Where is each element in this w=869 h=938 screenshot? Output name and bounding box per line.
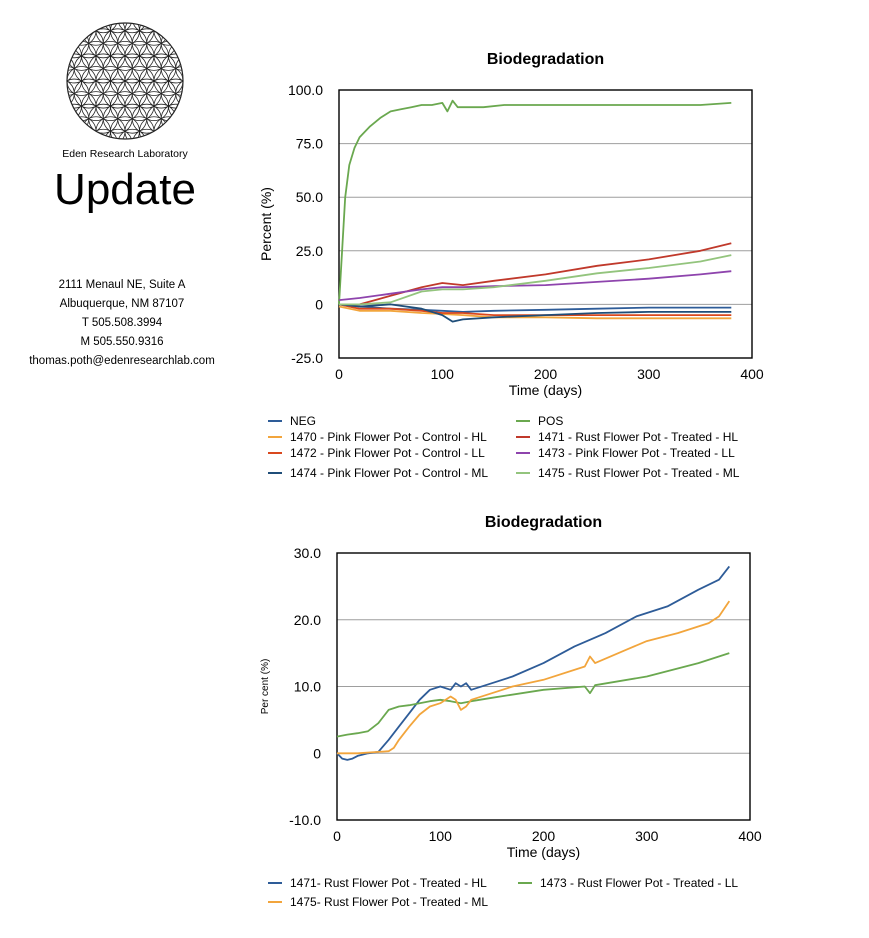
x-tick-label: 400 <box>740 366 764 382</box>
email: thomas.poth@edenresearchlab.com <box>29 355 215 367</box>
series-line-1 <box>338 99 732 305</box>
legend-label: 1471 - Rust Flower Pot - Treated - HL <box>538 430 738 444</box>
chart-title: Biodegradation <box>485 514 602 531</box>
legend-label: NEG <box>290 414 316 428</box>
x-tick-label: 0 <box>333 828 341 844</box>
y-axis-label: Per cent (%) <box>260 659 271 715</box>
y-axis-label: Percent (%) <box>258 187 274 261</box>
y-tick-label: 30.0 <box>294 545 321 561</box>
address-line-1: 2111 Menaul NE, Suite A <box>58 279 186 291</box>
phone-m: M 505.550.9316 <box>80 336 164 348</box>
y-tick-label: 25.0 <box>296 243 323 259</box>
address-line-2: Albuquerque, NM 87107 <box>59 298 185 310</box>
y-tick-label: 20.0 <box>294 612 321 628</box>
chart-title: Biodegradation <box>487 51 604 68</box>
legend-label: 1475- Rust Flower Pot - Treated - ML <box>290 895 488 909</box>
legend-label: 1474 - Pink Flower Pot - Control - ML <box>290 466 488 480</box>
x-tick-label: 100 <box>429 828 453 844</box>
series-line-3 <box>339 242 732 306</box>
legend-label: 1470 - Pink Flower Pot - Control - HL <box>290 430 487 444</box>
legend-label: 1473 - Rust Flower Pot - Treated - LL <box>540 876 738 890</box>
x-tick-label: 300 <box>635 828 659 844</box>
x-axis-label: Time (days) <box>509 382 582 398</box>
series-line-7 <box>339 254 732 306</box>
x-tick-label: 200 <box>534 366 558 382</box>
series-line-1 <box>336 652 730 738</box>
x-tick-label: 100 <box>431 366 455 382</box>
legend-label: 1473 - Pink Flower Pot - Treated - LL <box>538 446 735 460</box>
flower-of-life-logo <box>66 22 184 140</box>
legend-label: 1471- Rust Flower Pot - Treated - HL <box>290 876 487 890</box>
sidebar: Eden Research Laboratory Update 2111 Men… <box>0 0 250 400</box>
legend-label: POS <box>538 414 563 428</box>
y-tick-label: 50.0 <box>296 189 323 205</box>
plot-area-border <box>338 89 753 359</box>
lab-name: Eden Research Laboratory <box>62 148 188 160</box>
series-line-2 <box>337 600 731 755</box>
series-line-0 <box>336 565 731 761</box>
y-tick-label: 100.0 <box>288 82 323 98</box>
biodegradation-chart-all-samples: Biodegradation -25.0 0 25.0 50.0 75.0 100.0 0 10… <box>258 51 764 480</box>
y-tick-label: 0 <box>313 745 321 761</box>
plot-area-border <box>336 552 751 821</box>
y-tick-label: 0 <box>315 296 323 312</box>
series-line-4 <box>338 303 732 317</box>
series-line-5 <box>338 270 732 301</box>
x-axis-label: Time (days) <box>507 844 580 860</box>
legend-label: 1475 - Rust Flower Pot - Treated - ML <box>538 466 740 480</box>
y-tick-label: -25.0 <box>291 350 323 366</box>
legend-label: 1472 - Pink Flower Pot - Control - LL <box>290 446 485 460</box>
y-tick-label: -10.0 <box>289 812 321 828</box>
y-tick-label: 75.0 <box>296 136 323 152</box>
series-line-2 <box>338 305 732 320</box>
update-title: Update <box>54 165 196 214</box>
x-tick-label: 200 <box>532 828 556 844</box>
phone-t: T 505.508.3994 <box>81 317 163 329</box>
biodegradation-chart-rust-treated: Biodegradation -10.0 0 10.0 20.0 30.0 0 100 200 3… <box>260 514 762 909</box>
y-tick-label: 10.0 <box>294 679 321 695</box>
x-tick-label: 0 <box>335 366 343 382</box>
x-tick-label: 400 <box>738 828 762 844</box>
series-line-6 <box>338 303 732 323</box>
x-tick-label: 300 <box>637 366 661 382</box>
